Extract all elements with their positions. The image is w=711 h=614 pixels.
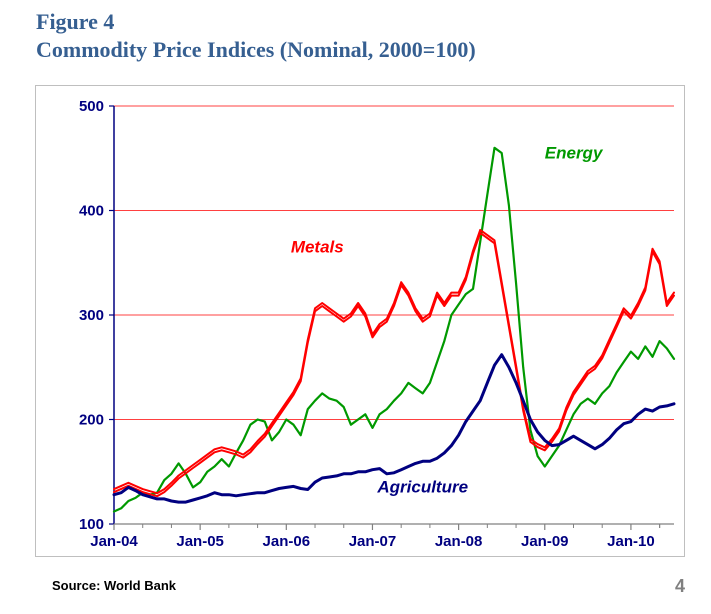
svg-text:Jan-10: Jan-10 bbox=[607, 533, 655, 550]
svg-text:Jan-05: Jan-05 bbox=[176, 533, 224, 550]
svg-text:500: 500 bbox=[79, 98, 104, 115]
page-number: 4 bbox=[675, 576, 685, 597]
svg-text:Jan-07: Jan-07 bbox=[349, 533, 397, 550]
svg-text:300: 300 bbox=[79, 307, 104, 324]
figure-number: Figure 4 bbox=[36, 8, 711, 36]
label-energy: Energy bbox=[545, 143, 604, 162]
svg-text:400: 400 bbox=[79, 203, 104, 220]
figure-heading: Figure 4 Commodity Price Indices (Nomina… bbox=[0, 8, 711, 63]
svg-text:Jan-09: Jan-09 bbox=[521, 533, 569, 550]
label-metals: Metals bbox=[291, 237, 344, 256]
label-agriculture: Agriculture bbox=[376, 478, 468, 497]
svg-text:100: 100 bbox=[79, 516, 104, 533]
svg-text:200: 200 bbox=[79, 412, 104, 429]
page-root: Figure 4 Commodity Price Indices (Nomina… bbox=[0, 0, 711, 614]
line-chart: 100 200 300 400 500 Jan-04 Jan-05 Jan-06 Jan-07 J… bbox=[36, 86, 684, 556]
source-caption: Source: World Bank bbox=[52, 578, 176, 593]
svg-text:Jan-06: Jan-06 bbox=[263, 533, 311, 550]
svg-text:Jan-08: Jan-08 bbox=[435, 533, 483, 550]
svg-text:Jan-04: Jan-04 bbox=[90, 533, 138, 550]
figure-title: Commodity Price Indices (Nominal, 2000=1… bbox=[36, 36, 711, 64]
chart-container: 100 200 300 400 500 Jan-04 Jan-05 Jan-06 Jan-07 J… bbox=[36, 86, 684, 556]
